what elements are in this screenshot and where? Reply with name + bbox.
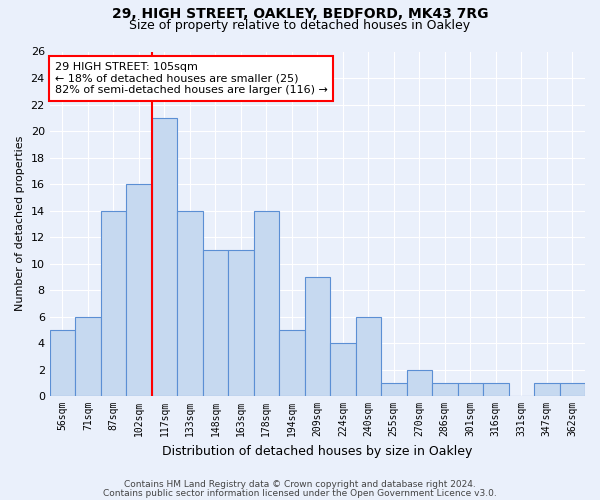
Bar	[458, 383, 483, 396]
Bar	[101, 210, 126, 396]
Bar	[152, 118, 177, 396]
Bar	[177, 210, 203, 396]
Bar	[254, 210, 279, 396]
Text: Contains public sector information licensed under the Open Government Licence v3: Contains public sector information licen…	[103, 488, 497, 498]
Bar	[75, 316, 101, 396]
Bar	[279, 330, 305, 396]
Bar	[560, 383, 585, 396]
Text: 29 HIGH STREET: 105sqm
← 18% of detached houses are smaller (25)
82% of semi-det: 29 HIGH STREET: 105sqm ← 18% of detached…	[55, 62, 328, 95]
Bar	[381, 383, 407, 396]
Text: Contains HM Land Registry data © Crown copyright and database right 2024.: Contains HM Land Registry data © Crown c…	[124, 480, 476, 489]
Text: Size of property relative to detached houses in Oakley: Size of property relative to detached ho…	[130, 19, 470, 32]
Y-axis label: Number of detached properties: Number of detached properties	[15, 136, 25, 312]
Bar	[407, 370, 432, 396]
Bar	[50, 330, 75, 396]
Bar	[330, 343, 356, 396]
Bar	[534, 383, 560, 396]
Bar	[432, 383, 458, 396]
Bar	[126, 184, 152, 396]
Bar	[356, 316, 381, 396]
Bar	[483, 383, 509, 396]
Bar	[203, 250, 228, 396]
X-axis label: Distribution of detached houses by size in Oakley: Distribution of detached houses by size …	[162, 444, 473, 458]
Bar	[305, 277, 330, 396]
Text: 29, HIGH STREET, OAKLEY, BEDFORD, MK43 7RG: 29, HIGH STREET, OAKLEY, BEDFORD, MK43 7…	[112, 8, 488, 22]
Bar	[228, 250, 254, 396]
